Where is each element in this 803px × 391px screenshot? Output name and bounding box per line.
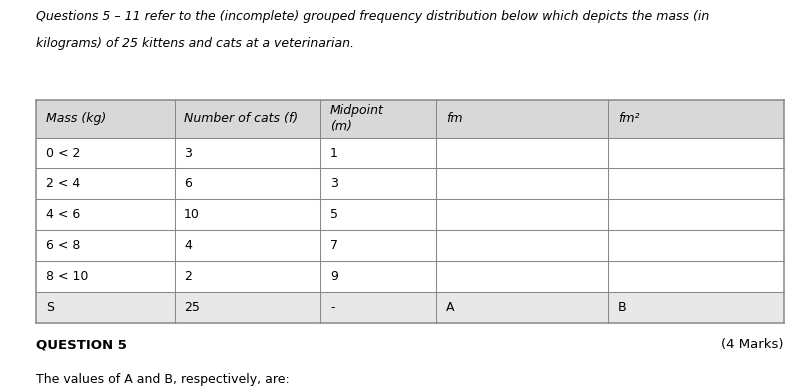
Text: 2: 2 xyxy=(184,270,192,283)
Text: 4: 4 xyxy=(184,239,192,252)
Text: 4 < 6: 4 < 6 xyxy=(46,208,80,221)
Text: 2 < 4: 2 < 4 xyxy=(46,178,80,190)
Text: 25: 25 xyxy=(184,301,200,314)
Text: 6: 6 xyxy=(184,178,192,190)
Text: 9: 9 xyxy=(329,270,337,283)
Text: -: - xyxy=(329,301,334,314)
Text: 5: 5 xyxy=(329,208,337,221)
Text: A: A xyxy=(446,301,454,314)
Text: B: B xyxy=(617,301,626,314)
Text: Mass (kg): Mass (kg) xyxy=(46,112,106,125)
Text: Midpoint
(m): Midpoint (m) xyxy=(329,104,383,133)
Text: Number of cats (f): Number of cats (f) xyxy=(184,112,298,125)
Bar xyxy=(36,100,783,138)
Text: 10: 10 xyxy=(184,208,200,221)
Text: 3: 3 xyxy=(184,147,192,160)
Text: QUESTION 5: QUESTION 5 xyxy=(36,338,127,351)
Text: Questions 5 – 11 refer to the (incomplete) grouped frequency distribution below : Questions 5 – 11 refer to the (incomplet… xyxy=(36,10,708,23)
Text: fm: fm xyxy=(446,112,462,125)
Text: 6 < 8: 6 < 8 xyxy=(46,239,80,252)
Text: 8 < 10: 8 < 10 xyxy=(46,270,88,283)
Text: 1: 1 xyxy=(329,147,337,160)
Text: (4 Marks): (4 Marks) xyxy=(720,338,783,351)
Text: 3: 3 xyxy=(329,178,337,190)
Bar xyxy=(36,292,783,323)
Text: The values of A and B, respectively, are:: The values of A and B, respectively, are… xyxy=(36,373,290,386)
Text: 7: 7 xyxy=(329,239,337,252)
Text: 0 < 2: 0 < 2 xyxy=(46,147,80,160)
Text: fm²: fm² xyxy=(617,112,638,125)
Text: kilograms) of 25 kittens and cats at a veterinarian.: kilograms) of 25 kittens and cats at a v… xyxy=(36,37,354,50)
Text: S: S xyxy=(46,301,54,314)
